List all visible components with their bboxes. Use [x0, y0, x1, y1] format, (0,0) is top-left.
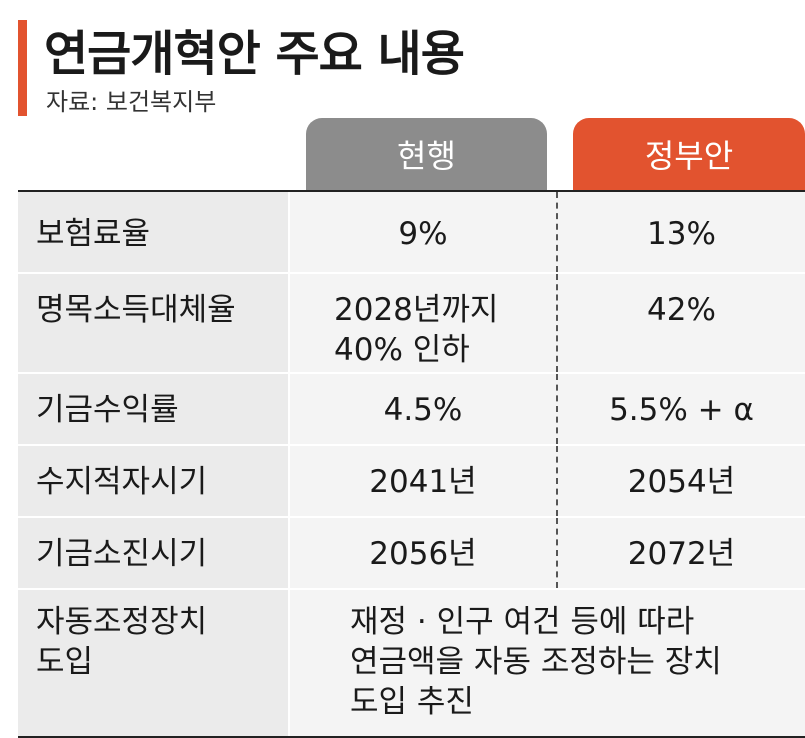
row-label-line: 도입: [36, 644, 94, 680]
column-header-current: 현행: [306, 118, 547, 190]
row-label: 보험료율: [18, 192, 290, 272]
column-header-government: 정부안: [573, 118, 805, 190]
government-value: 42%: [558, 274, 805, 372]
government-value: 2072년: [558, 518, 805, 588]
table-row: 명목소득대체율 2028년까지 40% 인하 42%: [18, 274, 805, 374]
description-line: 도입 추진: [350, 684, 474, 720]
government-value: 13%: [558, 192, 805, 272]
current-value: 2041년: [290, 446, 558, 516]
current-value: 4.5%: [290, 374, 558, 444]
row-label: 기금소진시기: [18, 518, 290, 588]
current-value: 2028년까지 40% 인하: [290, 274, 558, 372]
table-row: 기금수익률 4.5% 5.5% + α: [18, 374, 805, 446]
description-line: 재정 · 인구 여건 등에 따라: [350, 604, 695, 640]
title-accent-bar: [18, 20, 27, 116]
current-value: 9%: [290, 192, 558, 272]
table-row: 기금소진시기 2056년 2072년: [18, 518, 805, 590]
government-value-description: 재정 · 인구 여건 등에 따라 연금액을 자동 조정하는 장치 도입 추진: [290, 590, 805, 736]
current-value-line: 40% 인하: [334, 332, 470, 368]
row-label: 명목소득대체율: [18, 274, 290, 372]
table-row: 자동조정장치 도입 재정 · 인구 여건 등에 따라 연금액을 자동 조정하는 …: [18, 590, 805, 736]
source-note: 자료: 보건복지부: [46, 88, 217, 116]
comparison-table: 보험료율 9% 13% 명목소득대체율 2028년까지 40% 인하 42% 기…: [18, 190, 805, 738]
current-value-line: 2028년까지: [334, 292, 499, 328]
description-line: 연금액을 자동 조정하는 장치: [350, 644, 722, 680]
row-label-line: 자동조정장치: [36, 604, 208, 640]
government-value: 2054년: [558, 446, 805, 516]
table-row: 수지적자시기 2041년 2054년: [18, 446, 805, 518]
row-label: 기금수익률: [18, 374, 290, 444]
page-title: 연금개혁안 주요 내용: [44, 26, 465, 82]
current-value: 2056년: [290, 518, 558, 588]
government-value: 5.5% + α: [558, 374, 805, 444]
row-label: 자동조정장치 도입: [18, 590, 290, 736]
row-label: 수지적자시기: [18, 446, 290, 516]
table-row: 보험료율 9% 13%: [18, 192, 805, 274]
